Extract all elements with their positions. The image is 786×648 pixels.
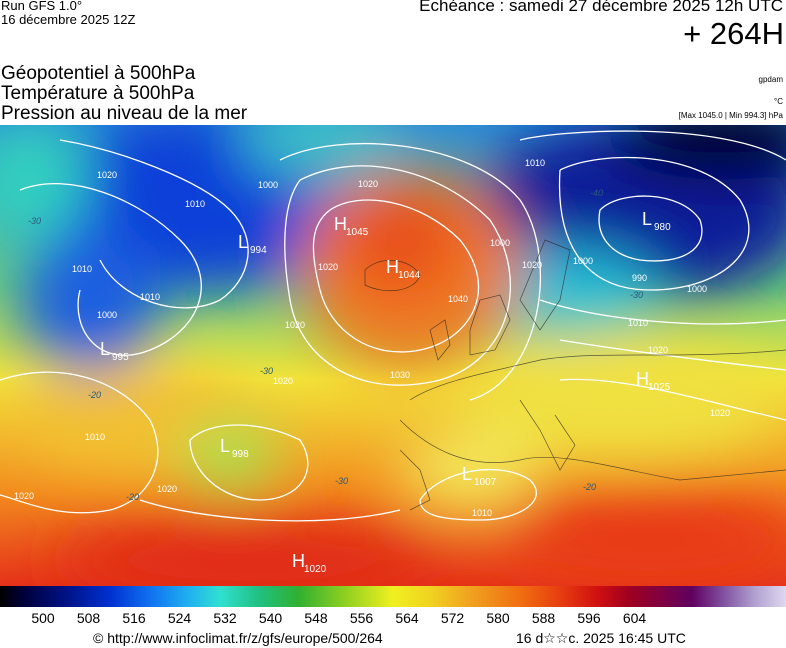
scale-tick-label: 540 [258, 610, 283, 626]
temperature-label: -30 [335, 476, 348, 486]
temperature-label: -30 [28, 216, 41, 226]
center-value: 1025 [648, 382, 671, 393]
isobar-labels: 1020 1010 1000 1020 1010 1000 1010 1020 1040 1030… [14, 158, 730, 518]
isobar-label: 1010 [628, 318, 648, 328]
scale-tick-label: 524 [167, 610, 192, 626]
center-type: L [462, 464, 472, 484]
isobar-label: 1040 [448, 294, 468, 304]
legend-line: Pression au niveau de la mer [1, 103, 248, 124]
scale-tick-label: 564 [395, 610, 419, 626]
run-date: 16 décembre 2025 12Z [1, 12, 136, 27]
isobar-label: 1030 [390, 370, 410, 380]
unit: [Max 1045.0 | Min 994.3] hPa [678, 111, 783, 120]
center-value: 1044 [398, 270, 421, 281]
isobar-label: 1010 [525, 158, 545, 168]
isobar-label: 1020 [522, 260, 542, 270]
center-type: L [238, 232, 248, 252]
isobar-label: 1020 [648, 345, 668, 355]
scale-tick-label: 548 [304, 610, 328, 626]
unit: gpdam [758, 75, 783, 84]
isobar-label: 1010 [140, 292, 160, 302]
model: Run GFS 1.0° [1, 0, 83, 13]
valid-time: Echéance : samedi 27 décembre 2025 12h U… [419, 0, 783, 15]
legend-line: Température à 500hPa [1, 83, 195, 104]
center-type: H [334, 214, 347, 234]
scale-tick-label: 580 [486, 610, 510, 626]
scale-tick-label: 588 [531, 610, 556, 626]
temperature-label: -20 [88, 390, 101, 400]
scale-tick-label: 572 [440, 610, 465, 626]
temperature-label: -40 [590, 188, 603, 198]
isobar-label: 1000 [573, 256, 593, 266]
temperature-labels: -30 -30 -20 -40 -30 -20 -20 -30 [28, 188, 643, 502]
unit: °C [774, 97, 783, 106]
isobar-label: 1020 [358, 179, 378, 189]
scale-tick-label: 508 [76, 610, 101, 626]
isobar-label: 990 [632, 273, 647, 283]
scale-tick-label: 532 [213, 610, 237, 626]
isobar-label: 1010 [472, 508, 492, 518]
center-type: H [636, 369, 649, 389]
isobar-label: 1000 [687, 284, 707, 294]
temperature-label: -20 [126, 492, 139, 502]
center-value: 1020 [304, 564, 327, 575]
center-value: 995 [112, 352, 129, 363]
center-type: L [642, 209, 652, 229]
temperature-label: -30 [260, 366, 273, 376]
issue-date: 16 d☆☆c. 2025 16:45 UTC [516, 630, 686, 646]
center-value: 980 [654, 222, 671, 233]
temperature-field [0, 125, 786, 586]
center-value: 1045 [346, 227, 369, 238]
scale-tick-label: 500 [31, 610, 55, 626]
center-value: 1007 [474, 477, 497, 488]
center-type: H [386, 257, 399, 277]
center-type: H [292, 551, 305, 571]
isobar-label: 1020 [285, 320, 305, 330]
temperature-label: -30 [630, 290, 643, 300]
scale-tick-label: 516 [122, 610, 146, 626]
isobar-label: 1010 [185, 199, 205, 209]
scale-tick-label: 604 [622, 610, 647, 626]
isobar-label: 1020 [14, 491, 34, 501]
coastlines [364, 239, 786, 511]
scale-tick-label: 596 [577, 610, 601, 626]
isobar-label: 1020 [97, 170, 117, 180]
isobar-label: 1020 [273, 376, 293, 386]
color-scale [0, 586, 786, 607]
center-value: 994 [250, 245, 267, 256]
isobar-label: 1020 [157, 484, 177, 494]
isobar-label: 1010 [85, 432, 105, 442]
isobar-label: 1000 [490, 238, 510, 248]
isobar-label: 1020 [318, 262, 338, 272]
isobar-label: 1000 [258, 180, 278, 190]
temperature-label: -20 [583, 482, 596, 492]
isobar-label: 1000 [97, 310, 117, 320]
legend-line: Géopotentiel à 500hPa [1, 63, 196, 84]
scale-tick-label: 556 [349, 610, 374, 626]
isobar-label: 1010 [72, 264, 92, 274]
center-value: 998 [232, 449, 249, 460]
lead-time: + 264H [683, 16, 784, 51]
center-type: L [220, 436, 230, 456]
center-type: L [100, 339, 110, 359]
isobars [0, 130, 786, 522]
isobar-label: 1020 [710, 408, 730, 418]
source-url[interactable]: © http://www.infoclimat.fr/z/gfs/europe/… [93, 630, 383, 646]
